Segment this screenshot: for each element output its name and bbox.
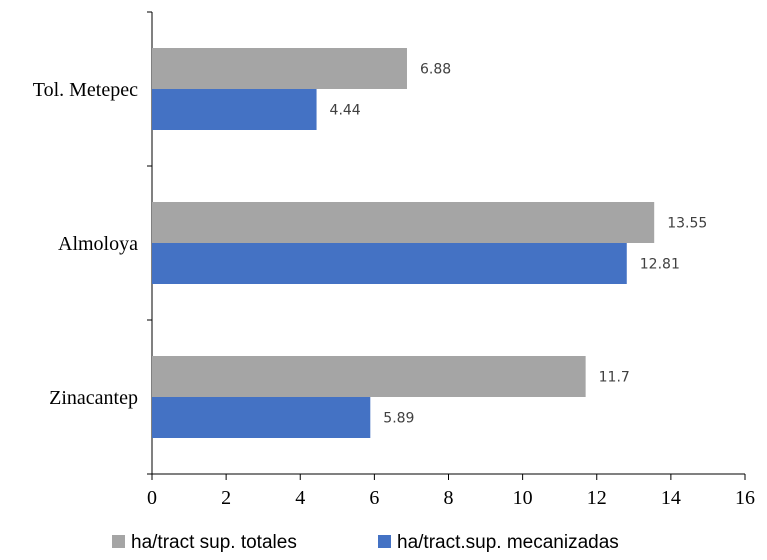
x-tick-label: 6 (369, 487, 379, 509)
data-label: 5.89 (383, 411, 414, 427)
x-tick-label: 0 (147, 487, 157, 509)
x-tick-label: 12 (587, 487, 607, 509)
legend-swatch (112, 535, 125, 548)
bar (152, 48, 407, 89)
x-tick-label: 2 (221, 487, 231, 509)
bar (152, 202, 655, 243)
x-tick-label: 10 (513, 487, 533, 509)
data-label: 11.7 (599, 370, 630, 386)
category-label: Almoloya (58, 233, 138, 255)
data-label: 13.55 (667, 216, 707, 232)
axes: 0 2 4 6 8 10 12 14 16 Tol. Metepec Almoloya Zinacan… (33, 11, 755, 509)
data-labels: 6.88 4.44 13.55 12.81 11.7 5.89 (330, 62, 708, 427)
x-tick-label: 4 (295, 487, 305, 509)
data-label: 4.44 (330, 103, 361, 119)
bar (152, 397, 371, 438)
bar (152, 356, 586, 397)
data-label: 6.88 (420, 62, 451, 78)
legend-label: ha/tract.sup. mecanizadas (397, 532, 619, 553)
legend-swatch (378, 535, 391, 548)
bars (152, 48, 655, 438)
bar (152, 243, 627, 284)
x-tick-label: 8 (444, 487, 454, 509)
legend-label: ha/tract sup. totales (131, 532, 297, 553)
x-tick-label: 14 (661, 487, 681, 509)
category-label: Zinacantep (49, 387, 138, 409)
bar (152, 89, 317, 130)
legend: ha/tract sup. totales ha/tract.sup. mecan… (112, 532, 619, 553)
data-label: 12.81 (640, 257, 680, 273)
x-tick-label: 16 (735, 487, 755, 509)
category-label: Tol. Metepec (33, 79, 138, 101)
